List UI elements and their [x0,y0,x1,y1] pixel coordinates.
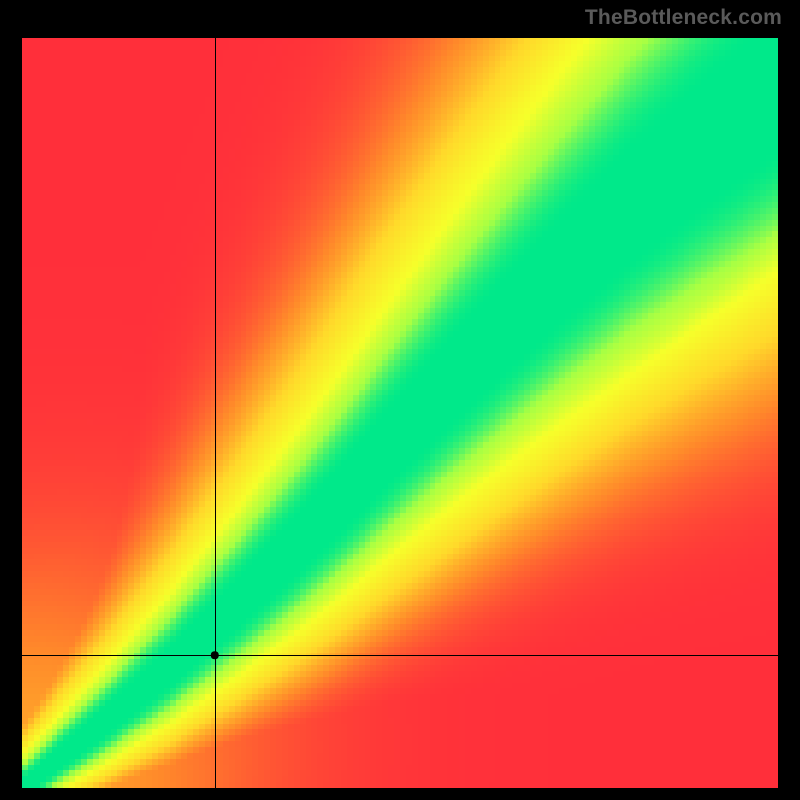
figure-frame: TheBottleneck.com [0,0,800,800]
bottleneck-heatmap [22,38,778,788]
watermark-text: TheBottleneck.com [585,6,782,30]
